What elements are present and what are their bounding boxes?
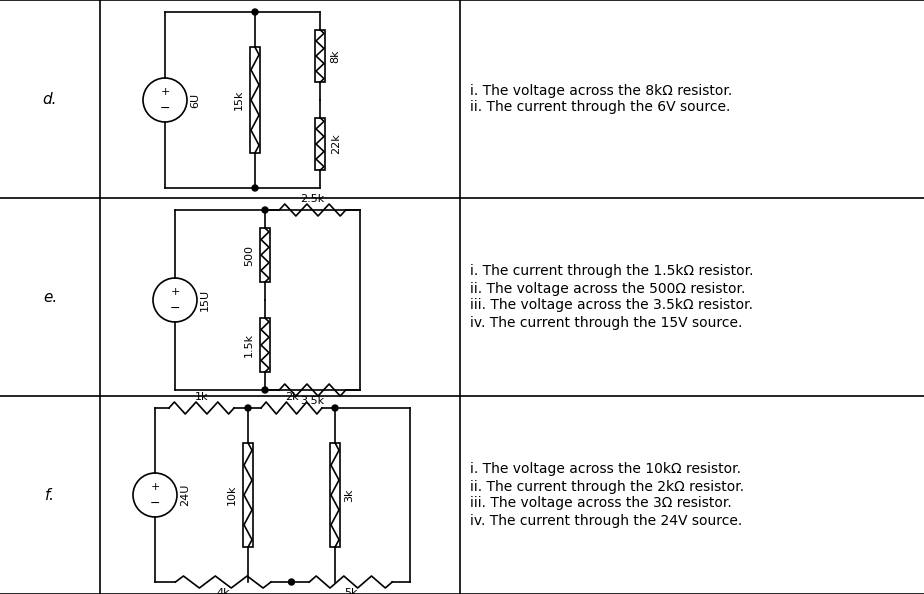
Text: 15U: 15U	[200, 289, 210, 311]
Text: ii. The current through the 2kΩ resistor.: ii. The current through the 2kΩ resistor…	[470, 479, 744, 494]
Text: iii. The voltage across the 3.5kΩ resistor.: iii. The voltage across the 3.5kΩ resist…	[470, 299, 753, 312]
Circle shape	[252, 9, 258, 15]
Text: 8k: 8k	[330, 49, 340, 63]
Text: d.: d.	[43, 91, 57, 106]
Text: 2k: 2k	[285, 392, 298, 402]
Text: 4k: 4k	[216, 588, 230, 594]
Text: −: −	[170, 302, 180, 315]
Text: +: +	[160, 87, 170, 97]
Text: 3.5k: 3.5k	[300, 396, 324, 406]
Circle shape	[245, 405, 251, 411]
Bar	[250, 47, 260, 153]
Bar	[260, 318, 270, 372]
Bar	[315, 118, 325, 170]
Circle shape	[262, 387, 268, 393]
Circle shape	[288, 579, 295, 585]
Text: i. The current through the 1.5kΩ resistor.: i. The current through the 1.5kΩ resisto…	[470, 264, 753, 279]
Text: i. The voltage across the 8kΩ resistor.: i. The voltage across the 8kΩ resistor.	[470, 84, 732, 97]
Bar	[243, 443, 253, 547]
Text: e.: e.	[43, 289, 57, 305]
Text: ii. The current through the 6V source.: ii. The current through the 6V source.	[470, 100, 730, 115]
Text: −: −	[160, 102, 170, 115]
Circle shape	[332, 405, 338, 411]
Circle shape	[262, 207, 268, 213]
Text: 1k: 1k	[195, 392, 208, 402]
Text: ii. The voltage across the 500Ω resistor.: ii. The voltage across the 500Ω resistor…	[470, 282, 746, 295]
Bar	[330, 443, 340, 547]
Text: +: +	[170, 287, 179, 296]
Text: −: −	[150, 497, 160, 510]
Text: 2.5k: 2.5k	[300, 194, 324, 204]
Text: iv. The current through the 24V source.: iv. The current through the 24V source.	[470, 513, 742, 527]
Text: iii. The voltage across the 3Ω resistor.: iii. The voltage across the 3Ω resistor.	[470, 497, 732, 510]
Text: 1.5k: 1.5k	[244, 333, 254, 357]
Text: i. The voltage across the 10kΩ resistor.: i. The voltage across the 10kΩ resistor.	[470, 463, 741, 476]
Text: 6U: 6U	[190, 93, 200, 108]
Text: 15k: 15k	[234, 90, 244, 110]
Text: 24U: 24U	[180, 484, 190, 506]
Text: +: +	[151, 482, 160, 492]
Text: 5k: 5k	[344, 588, 358, 594]
Text: f.: f.	[45, 488, 55, 503]
Text: iv. The current through the 15V source.: iv. The current through the 15V source.	[470, 315, 742, 330]
Bar	[260, 228, 270, 282]
Text: 22k: 22k	[331, 134, 341, 154]
Text: 500: 500	[244, 245, 254, 266]
Text: 10k: 10k	[227, 485, 237, 505]
Circle shape	[252, 185, 258, 191]
Text: 3k: 3k	[344, 488, 354, 502]
Bar	[315, 30, 325, 83]
